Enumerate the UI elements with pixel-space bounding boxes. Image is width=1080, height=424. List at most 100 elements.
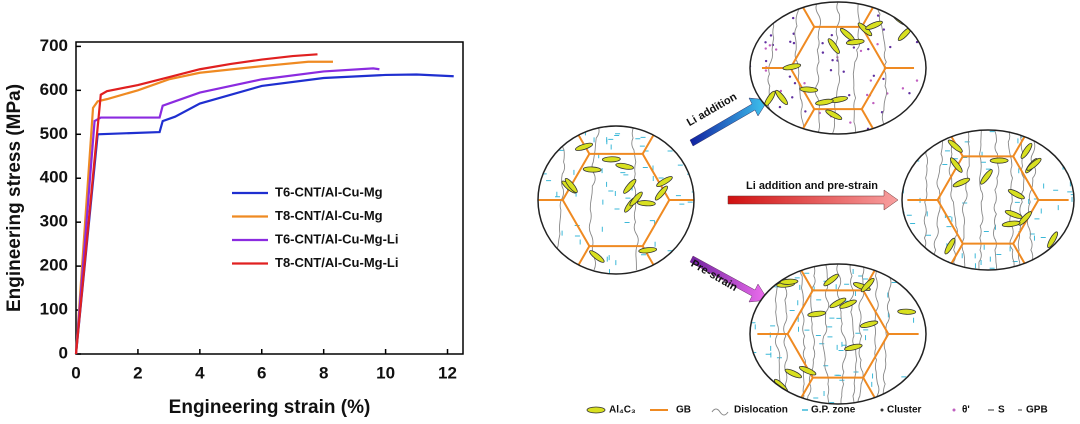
al4c3-rod (784, 368, 803, 379)
legend-text: θ' (962, 405, 970, 416)
cluster (774, 48, 778, 51)
legend-label: T6-CNT/Al-Cu-Mg (275, 184, 383, 199)
cluster (848, 93, 851, 97)
cluster (830, 33, 834, 37)
dislocation (836, 264, 847, 404)
cluster (793, 82, 797, 85)
al4c3-rod (947, 139, 963, 153)
cluster (778, 105, 782, 109)
cluster (788, 75, 792, 78)
al4c3-rod (829, 297, 847, 309)
al4c3-rod (564, 177, 578, 194)
al4c3-rod (807, 310, 827, 318)
arrow-pre (689, 255, 769, 303)
al4c3-rod (623, 178, 637, 194)
x-tick-label: 12 (438, 363, 457, 382)
al4c3-rod (798, 365, 817, 376)
arrow-li (689, 97, 769, 147)
cluster (876, 14, 880, 17)
y-tick-label: 200 (40, 256, 68, 275)
grain-bg (750, 2, 926, 134)
arrow-label: Pre-strain (689, 258, 740, 294)
data-line (74, 60, 333, 355)
y-tick-label: 400 (40, 168, 68, 187)
legend-icon (586, 406, 606, 414)
cluster (769, 34, 773, 37)
al4c3-rod (1047, 231, 1059, 249)
x-tick-label: 4 (195, 363, 205, 382)
dislocation (873, 264, 880, 404)
al4c3-rod (944, 237, 956, 255)
arrow-label: Li addition and pre-strain (746, 180, 878, 192)
al4c3-rod (615, 162, 634, 170)
legend-text: Al₄C₃ (609, 405, 636, 416)
cluster (876, 43, 879, 46)
al4c3-rod (775, 89, 788, 106)
al4c3-rod (575, 142, 594, 151)
al4c3-rod (952, 177, 971, 188)
legend-text: Cluster (887, 405, 922, 416)
cluster (751, 24, 755, 28)
cluster (882, 77, 885, 81)
dislocation (849, 264, 858, 404)
al4c3-rod (1026, 157, 1042, 171)
grain-bg (750, 264, 926, 404)
al4c3-rod (827, 38, 840, 54)
legend-icon (880, 408, 884, 412)
cluster (924, 2, 926, 6)
legend-text: S (998, 405, 1005, 416)
grain-outline (749, 1, 927, 135)
cluster (772, 2, 775, 5)
al4c3-rod (656, 176, 673, 188)
diagram-legend: Al₄C₃ GB Dislocation G.P. zone Cluster θ… (586, 405, 1048, 416)
y-tick-label: 0 (59, 343, 68, 362)
legend-label: T6-CNT/Al-Cu-Mg-Li (275, 231, 398, 246)
dislocation (933, 130, 943, 270)
dislocation (799, 264, 806, 404)
cluster (789, 40, 792, 43)
grain-view (902, 130, 1074, 270)
al4c3-rod (782, 63, 802, 71)
al4c3-rod (845, 38, 865, 46)
al4c3-rod (825, 109, 843, 120)
grain-outline (537, 125, 695, 275)
cluster (821, 51, 825, 54)
cluster (831, 58, 834, 62)
al4c3-rod (636, 200, 656, 207)
x-tick-label: 6 (257, 363, 266, 382)
plot: 0 2 4 6 8 10 12 0 100 200 300 400 500 600 700 Engineeri… (4, 36, 464, 418)
cluster (791, 96, 794, 99)
cluster (872, 101, 875, 105)
dislocation (993, 130, 1000, 270)
cluster (803, 82, 806, 85)
legend-label: T8-CNT/Al-Cu-Mg-Li (275, 255, 398, 270)
cluster (865, 93, 869, 97)
cluster (764, 69, 768, 72)
cluster (918, 106, 922, 109)
al4c3-rod (799, 86, 819, 93)
cluster (792, 41, 796, 45)
al4c3-rod (1007, 188, 1025, 200)
cluster (821, 42, 824, 45)
al4c3-rod (1018, 211, 1032, 226)
grain-outline (749, 263, 927, 405)
y-tick-label: 100 (40, 300, 68, 319)
cluster (867, 47, 870, 51)
cluster (842, 70, 845, 73)
cluster (764, 59, 768, 63)
x-tick-label: 2 (133, 363, 142, 382)
al4c3-rod (1001, 220, 1021, 228)
al4c3-rod (1020, 142, 1033, 159)
cluster (849, 121, 852, 124)
cluster (869, 79, 873, 82)
x-tick-label: 8 (319, 363, 328, 382)
legend-text: GPB (1026, 405, 1048, 416)
cluster (915, 40, 919, 44)
dislocation (1026, 130, 1037, 270)
dislocation (556, 126, 566, 271)
cluster (791, 16, 795, 20)
cluster (908, 91, 911, 95)
cluster (889, 45, 892, 49)
cluster (798, 2, 802, 4)
